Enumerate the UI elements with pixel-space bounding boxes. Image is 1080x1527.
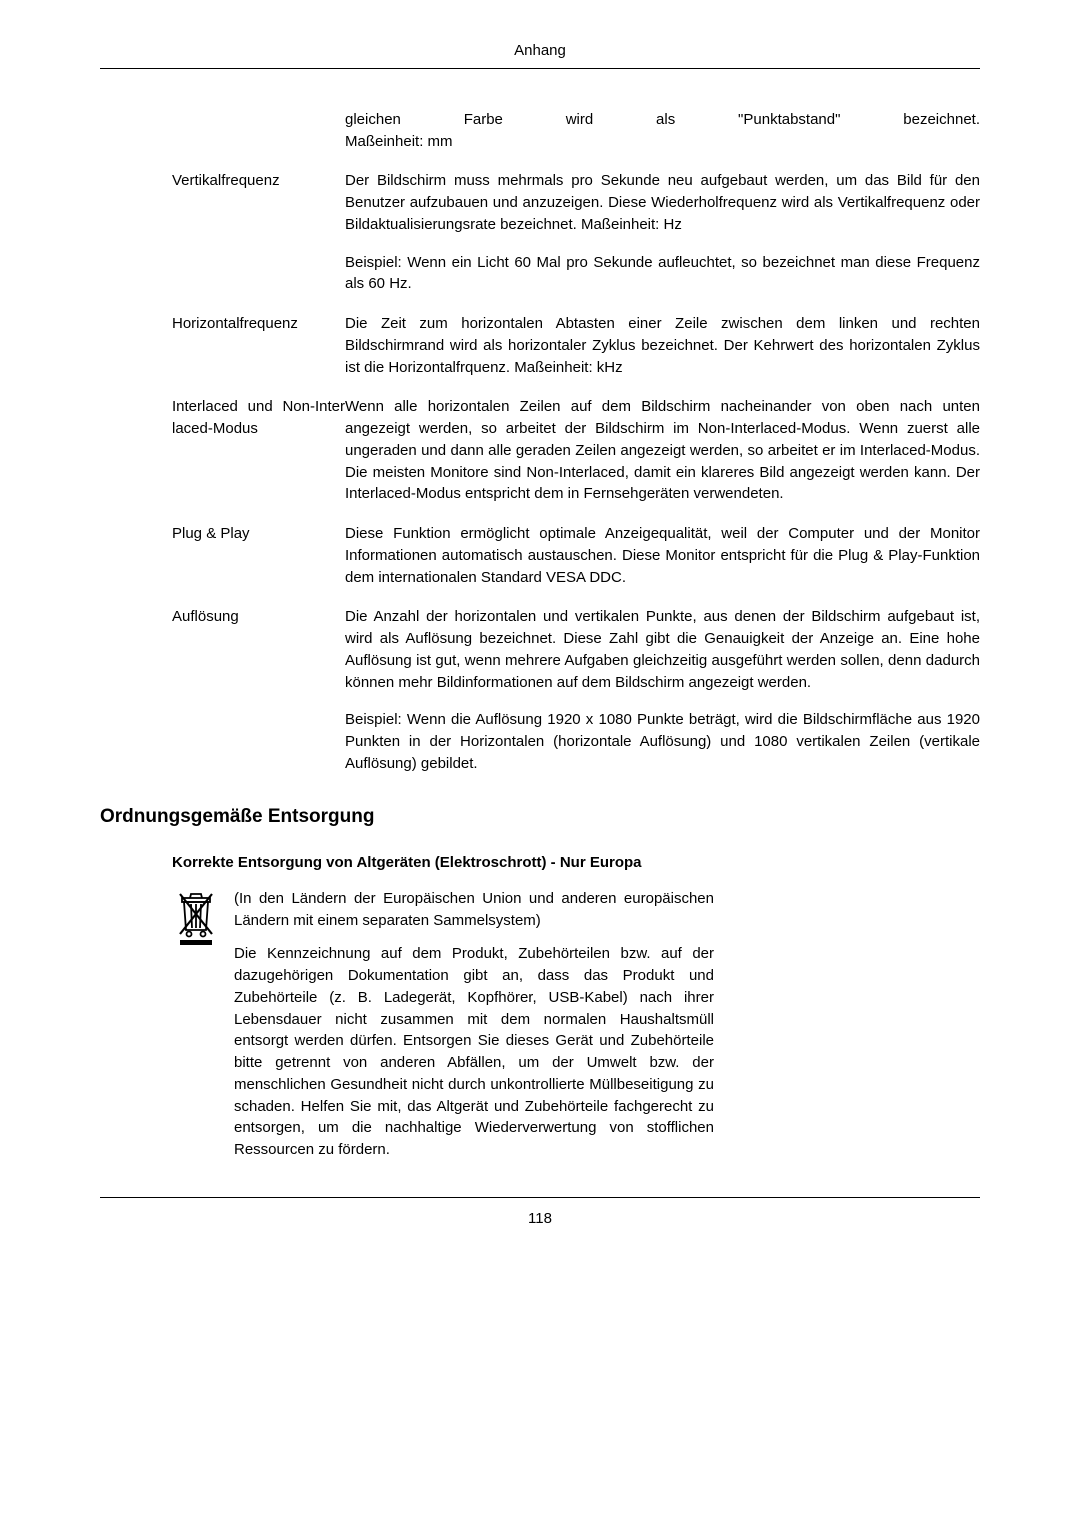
subsection-heading: Korrekte Entsorgung von Altgeräten (Elek… bbox=[172, 852, 980, 874]
definition-paragraph: Wenn alle horizontalen Zeilen auf dem Bi… bbox=[345, 396, 980, 505]
definition-term bbox=[100, 109, 345, 153]
definition-row: gleichen Farbe wird als "Punktabstand" b… bbox=[100, 109, 980, 153]
weee-bin-icon bbox=[172, 888, 220, 1161]
disposal-text: (In den Ländern der Europäischen Union u… bbox=[234, 888, 714, 1161]
definitions-list: gleichen Farbe wird als "Punktabstand" b… bbox=[100, 109, 980, 775]
definition-desc: Die Zeit zum horizontalen Abtasten einer… bbox=[345, 313, 980, 378]
disposal-paragraph: (In den Ländern der Europäischen Union u… bbox=[234, 888, 714, 932]
definition-desc: Der Bildschirm muss mehrmals pro Sekunde… bbox=[345, 170, 980, 295]
definition-term: Horizontalfrequenz bbox=[100, 313, 345, 378]
definition-paragraph: Beispiel: Wenn die Auflösung 1920 x 1080… bbox=[345, 709, 980, 774]
definition-row: HorizontalfrequenzDie Zeit zum horizonta… bbox=[100, 313, 980, 378]
definition-desc: Die Anzahl der horizontalen und vertikal… bbox=[345, 606, 980, 774]
disposal-subsection: Korrekte Entsorgung von Altgeräten (Elek… bbox=[100, 852, 980, 1161]
definition-paragraph: Die Zeit zum horizontalen Abtasten einer… bbox=[345, 313, 980, 378]
definition-paragraph: Beispiel: Wenn ein Licht 60 Mal pro Seku… bbox=[345, 252, 980, 296]
definition-term: Vertikalfrequenz bbox=[100, 170, 345, 295]
definition-desc: Wenn alle horizontalen Zeilen auf dem Bi… bbox=[345, 396, 980, 505]
definition-row: Plug & PlayDiese Funktion ermöglicht opt… bbox=[100, 523, 980, 588]
definition-paragraph: Der Bildschirm muss mehrmals pro Sekunde… bbox=[345, 170, 980, 235]
definition-term: Auflösung bbox=[100, 606, 345, 774]
disposal-block: (In den Ländern der Europäischen Union u… bbox=[172, 888, 980, 1161]
definition-paragraph: Diese Funktion ermöglicht optimale Anzei… bbox=[345, 523, 980, 588]
page-number: 118 bbox=[528, 1210, 552, 1227]
header-title: Anhang bbox=[514, 42, 566, 59]
definition-term: Plug & Play bbox=[100, 523, 345, 588]
definition-term-cont: laced-Modus bbox=[172, 418, 345, 440]
page-header: Anhang bbox=[100, 40, 980, 69]
definition-row: VertikalfrequenzDer Bildschirm muss mehr… bbox=[100, 170, 980, 295]
definition-row: Interlaced und Non-Interlaced-ModusWenn … bbox=[100, 396, 980, 505]
definition-term: Interlaced und Non-Inter bbox=[172, 396, 345, 418]
definition-paragraph: Die Anzahl der horizontalen und vertikal… bbox=[345, 606, 980, 693]
definition-row: AuflösungDie Anzahl der horizontalen und… bbox=[100, 606, 980, 774]
section-heading: Ordnungsgemäße Entsorgung bbox=[100, 803, 980, 831]
page-footer: 118 bbox=[100, 1197, 980, 1230]
disposal-paragraph: Die Kennzeichnung auf dem Produkt, Zubeh… bbox=[234, 943, 714, 1161]
definition-desc: Diese Funktion ermöglicht optimale Anzei… bbox=[345, 523, 980, 588]
definition-desc: gleichen Farbe wird als "Punktabstand" b… bbox=[345, 109, 980, 153]
definition-paragraph: gleichen Farbe wird als "Punktabstand" b… bbox=[345, 109, 980, 153]
